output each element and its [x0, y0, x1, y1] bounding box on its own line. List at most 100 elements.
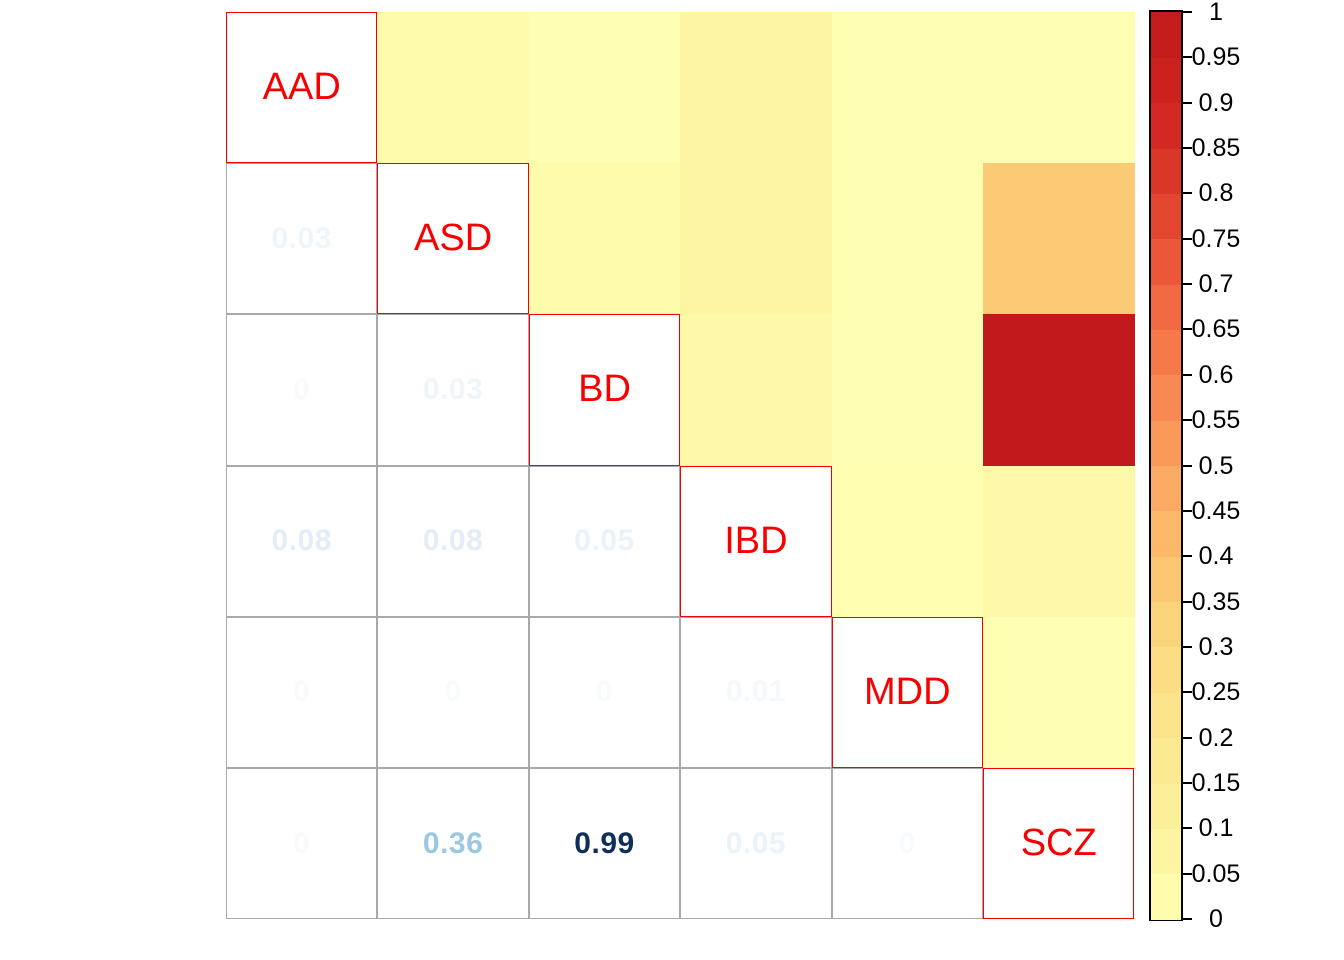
colorbar-tick-label: 0.6: [1198, 360, 1234, 389]
colorbar-tick-mark: [1183, 872, 1192, 875]
colorbar-segment: [1151, 465, 1181, 512]
colorbar-tick-mark: [1183, 237, 1192, 240]
colorbar-segment: [1151, 692, 1181, 739]
colorbar-segment: [1151, 238, 1181, 285]
colorbar-segment: [1151, 828, 1181, 875]
colorbar-segment: [1151, 510, 1181, 557]
colorbar-segment: [1151, 737, 1181, 784]
correlation-value: 0: [293, 675, 311, 709]
colorbar-segment: [1151, 12, 1181, 58]
heat-cell-aad-asd: [377, 12, 530, 164]
colorbar-tick-mark: [1183, 691, 1192, 694]
colorbar-segment: [1151, 57, 1181, 104]
colorbar-tick-label: 0.55: [1191, 406, 1241, 435]
colorbar-segment: [1151, 374, 1181, 421]
correlation-value: 0.03: [422, 372, 484, 406]
diagonal-label-cell-aad: AAD: [226, 12, 378, 164]
number-cell-mdd-aad: 0: [226, 616, 378, 768]
heat-cell-bd-mdd: [831, 314, 984, 467]
number-cell-mdd-asd: 0: [377, 616, 529, 768]
colorbar-tick-label: 0.9: [1198, 88, 1234, 117]
diagonal-label-cell-asd: ASD: [377, 163, 529, 315]
correlation-value: 0.08: [271, 524, 332, 558]
heat-cell-bd-ibd: [680, 314, 833, 467]
colorbar-tick-label: 0.95: [1191, 43, 1241, 72]
correlation-value: 0: [444, 675, 462, 709]
colorbar-tick-label: 0.15: [1191, 768, 1241, 797]
colorbar-segment: [1151, 782, 1181, 829]
diagonal-label-cell-scz: SCZ: [983, 768, 1135, 920]
heat-cell-aad-ibd: [680, 12, 833, 164]
colorbar-tick-label: 0.1: [1198, 814, 1234, 843]
correlation-value: 0.05: [725, 826, 787, 860]
number-cell-bd-aad: 0: [226, 314, 378, 466]
number-cell-scz-mdd: 0: [831, 768, 983, 920]
trait-label: SCZ: [1020, 822, 1097, 865]
heat-cell-aad-mdd: [831, 12, 984, 164]
colorbar-tick-mark: [1183, 600, 1192, 603]
colorbar-tick-label: 0.5: [1198, 451, 1234, 480]
colorbar-tick-mark: [1183, 509, 1192, 512]
trait-label: ASD: [414, 217, 493, 260]
colorbar-tick-label: 0.4: [1198, 542, 1234, 571]
diagonal-label-cell-mdd: MDD: [831, 616, 983, 768]
heat-cell-aad-scz: [983, 12, 1136, 164]
diagonal-label-cell-ibd: IBD: [680, 465, 832, 617]
diagonal-label-cell-bd: BD: [528, 314, 681, 466]
colorbar-tick-mark: [1183, 419, 1192, 422]
colorbar-tick-mark: [1183, 11, 1192, 13]
correlation-value: 0: [293, 826, 311, 860]
number-cell-scz-ibd: 0.05: [680, 768, 832, 920]
colorbar-segment: [1151, 193, 1181, 240]
colorbar-tick-label: 0: [1209, 905, 1223, 933]
colorbar-segment: [1151, 148, 1181, 194]
colorbar-tick-label: 0.75: [1191, 224, 1241, 253]
colorbar-tick-label: 0.45: [1191, 496, 1241, 525]
colorbar-tick-mark: [1183, 555, 1192, 558]
colorbar-tick-label: 0.05: [1191, 859, 1241, 888]
colorbar-tick-mark: [1183, 147, 1192, 150]
heat-cell-asd-mdd: [831, 163, 984, 316]
heat-cell-asd-bd: [528, 163, 681, 316]
number-cell-ibd-bd: 0.05: [528, 465, 681, 617]
colorbar-tick-label: 0.85: [1191, 134, 1241, 163]
colorbar: [1149, 10, 1183, 921]
colorbar-tick-label: 1: [1209, 0, 1223, 26]
correlation-value: 0.01: [725, 675, 787, 709]
trait-label: BD: [578, 368, 631, 411]
number-cell-asd-aad: 0.03: [226, 163, 378, 315]
colorbar-segment: [1151, 556, 1181, 603]
number-cell-scz-asd: 0.36: [377, 768, 529, 920]
colorbar-tick-label: 0.7: [1198, 270, 1234, 299]
correlation-value: 0.99: [574, 826, 635, 860]
number-cell-bd-asd: 0.03: [377, 314, 529, 466]
heat-cell-bd-scz: [983, 314, 1136, 467]
colorbar-segment: [1151, 284, 1181, 331]
number-cell-mdd-ibd: 0.01: [680, 616, 832, 768]
colorbar-tick-mark: [1183, 827, 1192, 830]
colorbar-tick-label: 0.65: [1191, 315, 1241, 344]
heat-cell-asd-scz: [983, 163, 1136, 316]
colorbar-tick-mark: [1183, 781, 1192, 784]
colorbar-segment: [1151, 102, 1181, 149]
colorbar-tick-mark: [1183, 192, 1192, 195]
heat-cell-asd-ibd: [680, 163, 833, 316]
colorbar-tick-mark: [1183, 373, 1192, 376]
colorbar-segment: [1151, 873, 1181, 920]
correlation-value: 0: [293, 372, 311, 406]
number-cell-ibd-asd: 0.08: [377, 465, 529, 617]
number-cell-scz-aad: 0: [226, 768, 378, 920]
colorbar-tick-mark: [1183, 101, 1192, 104]
colorbar-tick-mark: [1183, 918, 1192, 920]
colorbar-tick-mark: [1183, 736, 1192, 739]
number-cell-mdd-bd: 0: [528, 616, 681, 768]
colorbar-tick-mark: [1183, 328, 1192, 331]
heat-cell-ibd-mdd: [831, 465, 984, 618]
number-cell-scz-bd: 0.99: [528, 768, 681, 920]
correlation-value: 0.05: [574, 524, 635, 558]
colorbar-segment: [1151, 329, 1181, 376]
colorbar-tick-label: 0.35: [1191, 587, 1241, 616]
colorbar-segment: [1151, 420, 1181, 467]
heat-cell-ibd-scz: [983, 465, 1136, 618]
